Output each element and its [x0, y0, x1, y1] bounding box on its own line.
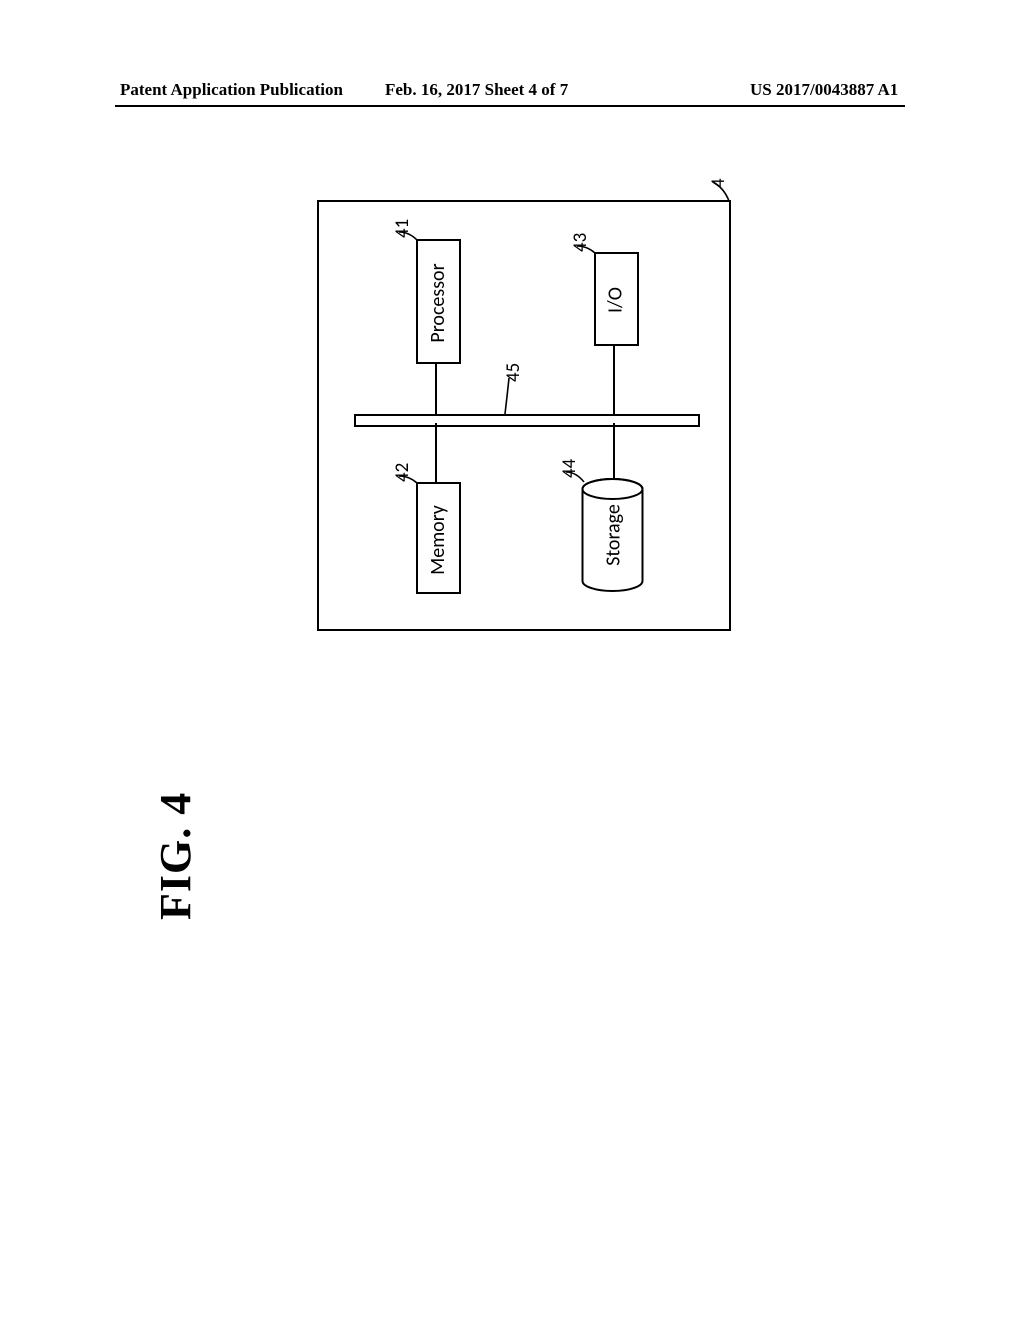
block-io: I/O [594, 252, 639, 346]
header-right: US 2017/0043887 A1 [750, 80, 898, 100]
header-middle: Feb. 16, 2017 Sheet 4 of 7 [385, 80, 568, 100]
block-storage-label: Storage [602, 498, 626, 573]
bus-conn-memory [435, 423, 437, 484]
refnum-44: 44 [558, 459, 581, 478]
page-header: Patent Application Publication Feb. 16, … [0, 80, 1024, 120]
diagram-outer-box: Processor Memory I/O Storage [317, 200, 731, 631]
bus-conn-storage [613, 423, 615, 481]
bus-conn-io [613, 342, 615, 416]
refnum-41: 41 [391, 219, 414, 238]
refnum-45: 45 [502, 363, 525, 382]
bus [354, 414, 700, 427]
block-processor: Processor [416, 239, 461, 364]
refnum-4: 4 [707, 178, 730, 188]
block-io-label: I/O [604, 273, 628, 328]
header-rule [115, 105, 905, 107]
header-left: Patent Application Publication [120, 80, 343, 100]
block-processor-label: Processor [426, 263, 450, 343]
refnum-43: 43 [569, 233, 592, 252]
refnum-42: 42 [391, 463, 414, 482]
block-memory-label: Memory [426, 500, 450, 580]
bus-conn-processor [435, 360, 437, 416]
block-memory: Memory [416, 482, 461, 594]
page: Patent Application Publication Feb. 16, … [0, 0, 1024, 1320]
figure-label: FIG. 4 [150, 792, 201, 920]
